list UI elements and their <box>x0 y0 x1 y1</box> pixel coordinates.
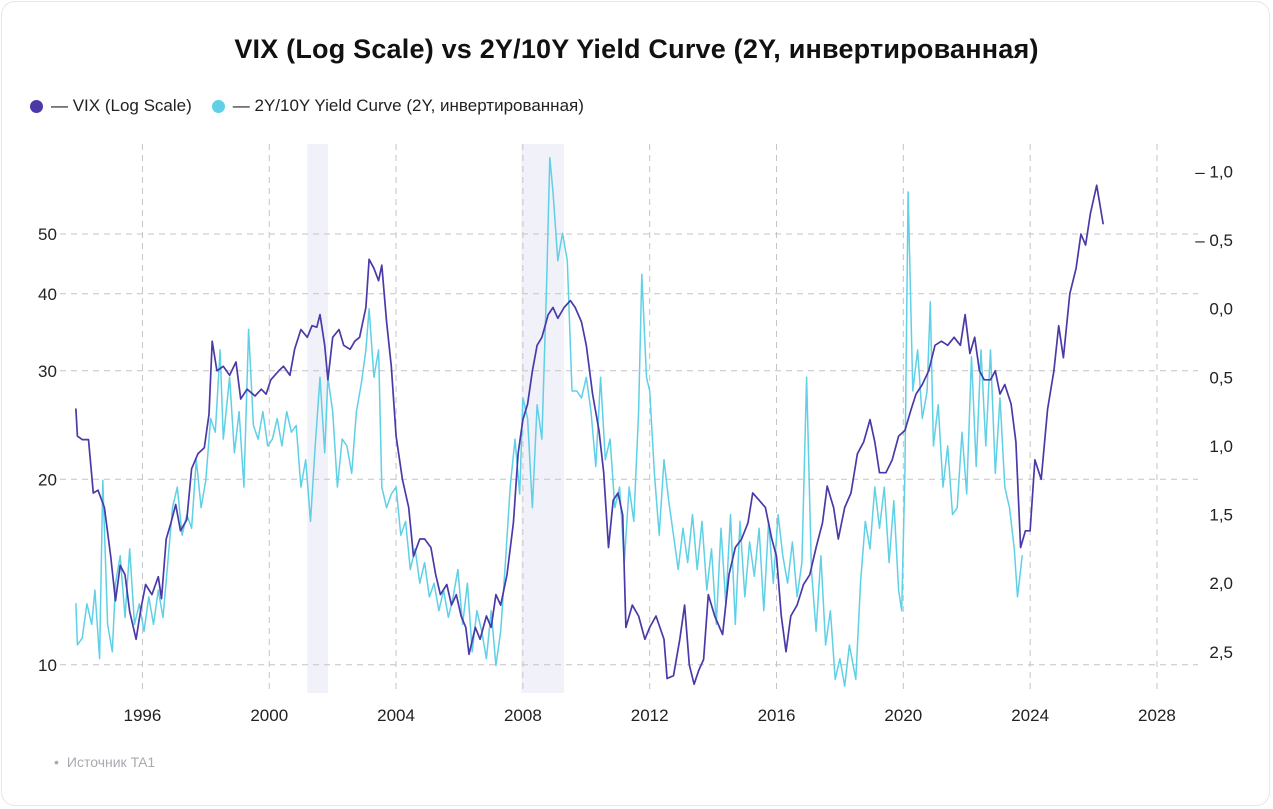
chart-legend: — VIX (Log Scale) — 2Y/10Y Yield Curve (… <box>30 96 604 116</box>
x-tick-label-2024: 2024 <box>1011 706 1049 725</box>
source-bullet: • <box>54 754 59 770</box>
x-tick-label-2028: 2028 <box>1138 706 1176 725</box>
legend-item-vix[interactable]: — VIX (Log Scale) <box>30 96 192 116</box>
right-tick-label-0: – 1,0 <box>1195 162 1233 181</box>
left-tick-label-50: 50 <box>38 225 57 244</box>
left-tick-label-20: 20 <box>38 470 57 489</box>
x-tick-label-2008: 2008 <box>504 706 542 725</box>
right-tick-label-6: 2,0 <box>1209 574 1233 593</box>
right-tick-label-7: 2,5 <box>1209 643 1233 662</box>
x-tick-label-2020: 2020 <box>884 706 922 725</box>
series-line-yield-curve <box>75 156 1023 687</box>
source-text: Источник TA1 <box>66 754 156 770</box>
chart-title: VIX (Log Scale) vs 2Y/10Y Yield Curve (2… <box>234 34 1039 64</box>
x-tick-label-2012: 2012 <box>631 706 669 725</box>
x-tick-label-2000: 2000 <box>250 706 288 725</box>
legend-dot-vix <box>30 99 43 113</box>
right-tick-label-5: 1,5 <box>1209 506 1233 525</box>
legend-label-yield-curve: — 2Y/10Y Yield Curve (2Y, инвертированна… <box>232 96 584 115</box>
source-note: • Источник TA1 <box>54 754 155 770</box>
x-tick-label-2016: 2016 <box>758 706 796 725</box>
right-tick-label-2: 0,0 <box>1209 300 1233 319</box>
x-tick-label-2004: 2004 <box>377 706 415 725</box>
left-tick-label-10: 10 <box>38 656 57 675</box>
series-line-vix <box>75 184 1104 686</box>
left-tick-label-40: 40 <box>38 285 57 304</box>
legend-item-yield-curve[interactable]: — 2Y/10Y Yield Curve (2Y, инвертированна… <box>211 96 584 116</box>
series-lines <box>75 156 1104 687</box>
left-tick-label-30: 30 <box>38 362 57 381</box>
recession-shading <box>307 144 565 693</box>
legend-dot-yield-curve <box>211 99 225 113</box>
axis-labels: 1996 2000 2004 2008 2012 2016 2020 2024 2028 10 20… <box>38 162 1233 725</box>
right-tick-label-3: 0,5 <box>1209 368 1233 387</box>
right-tick-label-4: 1,0 <box>1209 437 1233 456</box>
right-tick-label-1: – 0,5 <box>1195 231 1233 250</box>
legend-label-vix: — VIX (Log Scale) <box>51 96 192 115</box>
grid-lines <box>60 144 1198 693</box>
x-tick-label-1996: 1996 <box>124 706 162 725</box>
